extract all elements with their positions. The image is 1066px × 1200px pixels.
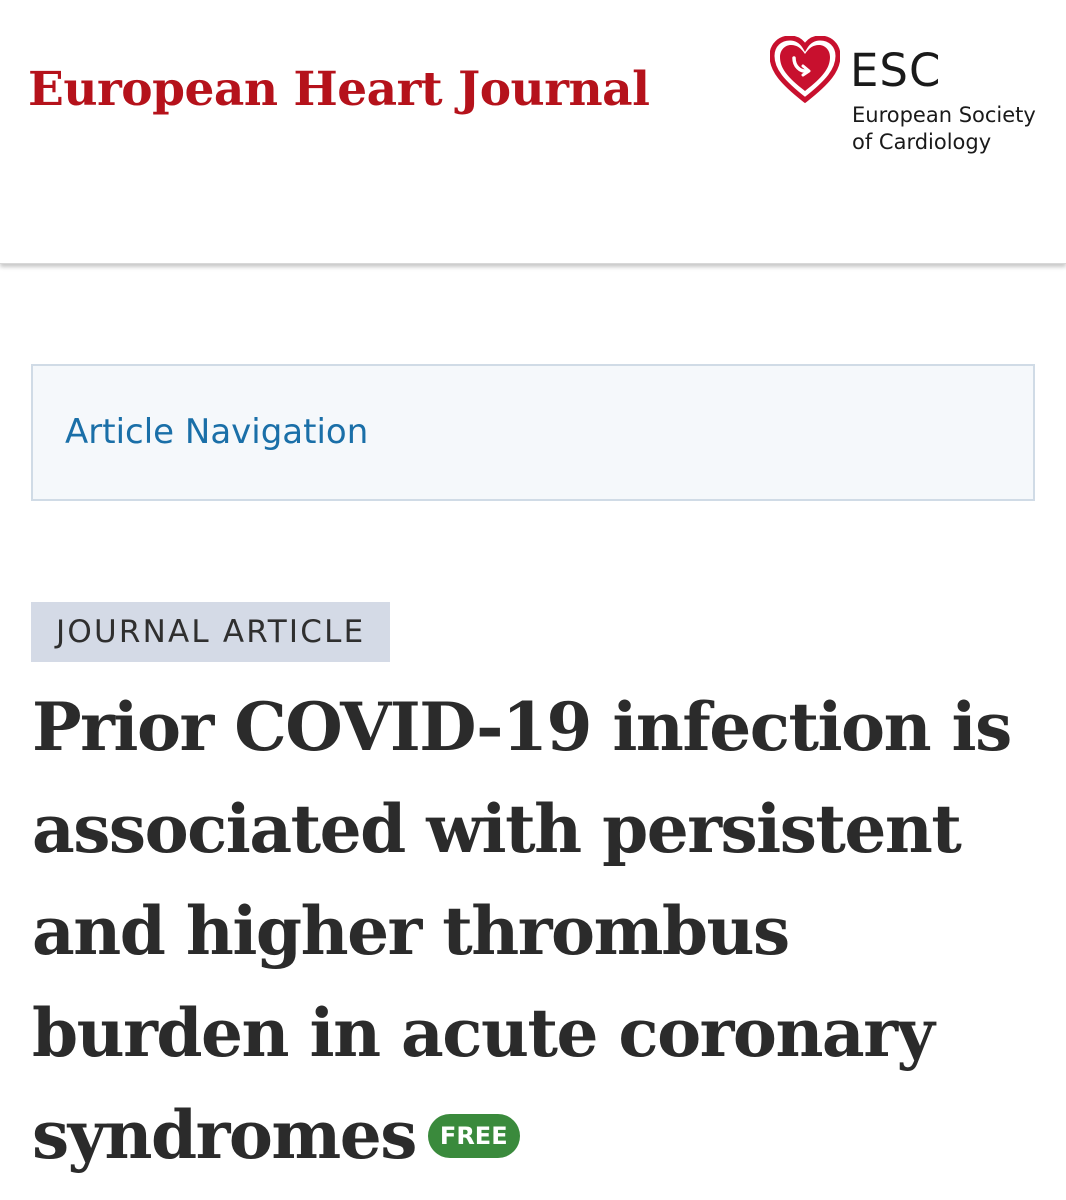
society-name-line2: of Cardiology [852, 130, 992, 154]
esc-logo[interactable]: ESC European Society of Cardiology [770, 36, 1050, 166]
society-name: European Society of Cardiology [852, 102, 1036, 156]
society-name-line1: European Society [852, 103, 1036, 127]
article-type-badge: JOURNAL ARTICLE [31, 602, 391, 662]
site-header: European Heart Journal ESC European Soci… [0, 0, 1066, 264]
article-navigation-label[interactable]: Article Navigation [65, 412, 369, 452]
article-navigation[interactable]: Article Navigation [31, 364, 1035, 501]
journal-logo[interactable]: European Heart Journal [28, 62, 650, 117]
society-abbreviation: ESC [850, 44, 942, 97]
article-title-text: Prior COVID-19 infection is associated w… [32, 688, 1012, 1174]
heart-icon [770, 36, 840, 104]
article-title: Prior COVID-19 infection is associated w… [32, 676, 1052, 1186]
free-access-badge: FREE [427, 1114, 520, 1158]
